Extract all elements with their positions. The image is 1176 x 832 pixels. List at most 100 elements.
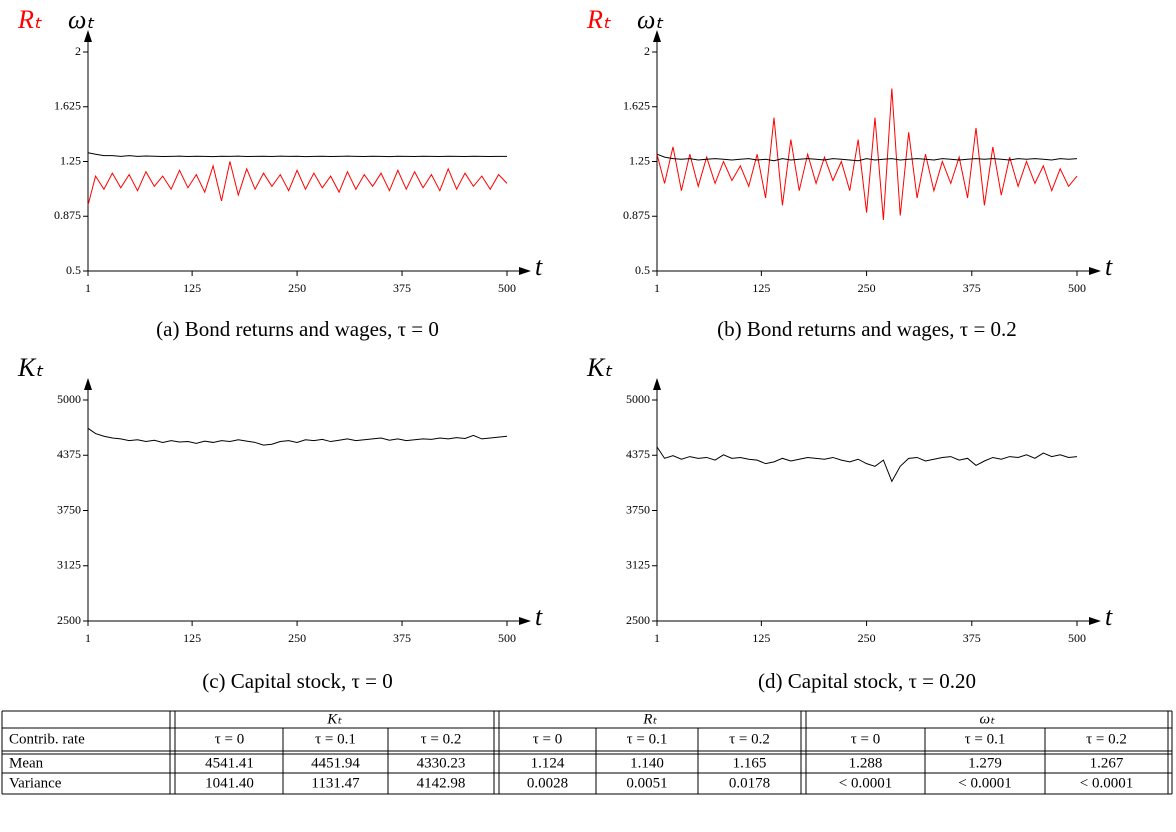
caption: (b) Bond returns and wages, τ = 0.2 xyxy=(717,317,1017,341)
x-axis-label: t xyxy=(1105,252,1113,281)
series-line xyxy=(656,153,1078,162)
x-axis-arrow xyxy=(1089,267,1101,275)
table-cell: < 0.0001 xyxy=(958,775,1011,791)
series-label: Kₜ xyxy=(17,353,44,382)
table-cell: 4142.98 xyxy=(417,775,466,791)
table-column-header: τ = 0 xyxy=(851,731,881,747)
table-cell: 4541.41 xyxy=(205,755,254,771)
table-cell: 4451.94 xyxy=(311,755,360,771)
y-tick-label: 2500 xyxy=(626,613,650,627)
table-cell: 1.279 xyxy=(968,755,1002,771)
series-label: ωₜ xyxy=(68,5,95,34)
y-tick-label: 3125 xyxy=(626,558,650,572)
y-tick-label: 0.5 xyxy=(66,263,81,277)
table-column-header: Contrib. rate xyxy=(9,731,85,747)
table-column-header: τ = 0 xyxy=(215,731,245,747)
y-tick-label: 1.25 xyxy=(60,153,81,167)
y-tick-label: 0.875 xyxy=(623,208,650,222)
x-tick-label: 250 xyxy=(288,281,306,295)
x-axis-label: t xyxy=(1105,602,1113,631)
table-cell: 1.140 xyxy=(630,755,664,771)
y-tick-label: 1.25 xyxy=(629,153,650,167)
y-tick-label: 4375 xyxy=(57,447,81,461)
y-axis-arrow xyxy=(84,378,92,390)
y-tick-label: 3125 xyxy=(57,558,81,572)
x-tick-label: 375 xyxy=(393,631,411,645)
table-column-header: τ = 0.2 xyxy=(729,731,770,747)
table-cell: < 0.0001 xyxy=(839,775,892,791)
x-tick-label: 250 xyxy=(858,631,876,645)
table-column-header: τ = 0.1 xyxy=(965,731,1006,747)
y-tick-label: 3750 xyxy=(626,502,650,516)
table-cell: 1.165 xyxy=(733,755,767,771)
y-tick-label: 4375 xyxy=(626,447,650,461)
y-axis-arrow xyxy=(653,378,661,390)
table-group-header: Rₜ xyxy=(642,711,657,727)
table-cell: 1.288 xyxy=(849,755,883,771)
x-tick-label: 125 xyxy=(183,631,201,645)
table-column-header: τ = 0 xyxy=(533,731,563,747)
table-cell: 1041.40 xyxy=(205,775,254,791)
x-tick-label: 1 xyxy=(654,631,660,645)
series-line xyxy=(87,427,508,446)
series-label: Rₜ xyxy=(586,5,612,34)
y-tick-label: 2500 xyxy=(57,613,81,627)
table-cell: < 0.0001 xyxy=(1080,775,1133,791)
y-tick-label: 0.5 xyxy=(635,263,650,277)
x-tick-label: 1 xyxy=(85,281,91,295)
table-cell: 0.0028 xyxy=(527,775,568,791)
x-tick-label: 375 xyxy=(393,281,411,295)
caption: (c) Capital stock, τ = 0 xyxy=(202,669,393,693)
series-line xyxy=(656,446,1078,483)
x-tick-label: 125 xyxy=(183,281,201,295)
y-tick-label: 0.875 xyxy=(54,208,81,222)
series-label: ωₜ xyxy=(637,5,664,34)
table-column-header: τ = 0.1 xyxy=(627,731,668,747)
table-cell: 0.0051 xyxy=(626,775,667,791)
table-group-header: ωₜ xyxy=(979,711,995,727)
y-axis-arrow xyxy=(84,30,92,42)
table-group-header: Kₜ xyxy=(326,711,342,727)
x-tick-label: 125 xyxy=(752,631,770,645)
x-axis-arrow xyxy=(519,267,531,275)
y-axis-arrow xyxy=(653,30,661,42)
x-tick-label: 250 xyxy=(858,281,876,295)
table-cell: Mean xyxy=(9,755,44,771)
x-tick-label: 375 xyxy=(963,631,981,645)
y-tick-label: 1.625 xyxy=(54,99,81,113)
table-cell: 1.267 xyxy=(1090,755,1124,771)
x-tick-label: 500 xyxy=(1068,631,1086,645)
x-axis-arrow xyxy=(1089,617,1101,625)
series-label: Rₜ xyxy=(17,5,43,34)
series-line xyxy=(87,161,508,206)
y-tick-label: 3750 xyxy=(57,502,81,516)
y-tick-label: 5000 xyxy=(626,392,650,406)
table-cell: Variance xyxy=(9,775,62,791)
caption: (a) Bond returns and wages, τ = 0 xyxy=(156,317,439,341)
table-cell: 1131.47 xyxy=(311,775,360,791)
table-column-header: τ = 0.1 xyxy=(315,731,356,747)
table-column-header: τ = 0.2 xyxy=(1086,731,1127,747)
table-column-header: τ = 0.2 xyxy=(421,731,462,747)
table-cell: 0.0178 xyxy=(729,775,770,791)
x-tick-label: 125 xyxy=(752,281,770,295)
x-axis-label: t xyxy=(535,602,543,631)
x-axis-label: t xyxy=(535,252,543,281)
series-label: Kₜ xyxy=(586,353,613,382)
y-tick-label: 2 xyxy=(75,44,81,58)
y-tick-label: 5000 xyxy=(57,392,81,406)
x-tick-label: 1 xyxy=(85,631,91,645)
x-tick-label: 500 xyxy=(1068,281,1086,295)
series-line xyxy=(87,152,507,158)
table-cell: 4330.23 xyxy=(417,755,466,771)
x-tick-label: 375 xyxy=(963,281,981,295)
caption: (d) Capital stock, τ = 0.20 xyxy=(758,669,976,693)
x-axis-arrow xyxy=(519,617,531,625)
y-tick-label: 1.625 xyxy=(623,99,650,113)
x-tick-label: 500 xyxy=(498,281,516,295)
x-tick-label: 250 xyxy=(288,631,306,645)
x-tick-label: 500 xyxy=(498,631,516,645)
series-line xyxy=(656,88,1078,220)
x-tick-label: 1 xyxy=(654,281,660,295)
